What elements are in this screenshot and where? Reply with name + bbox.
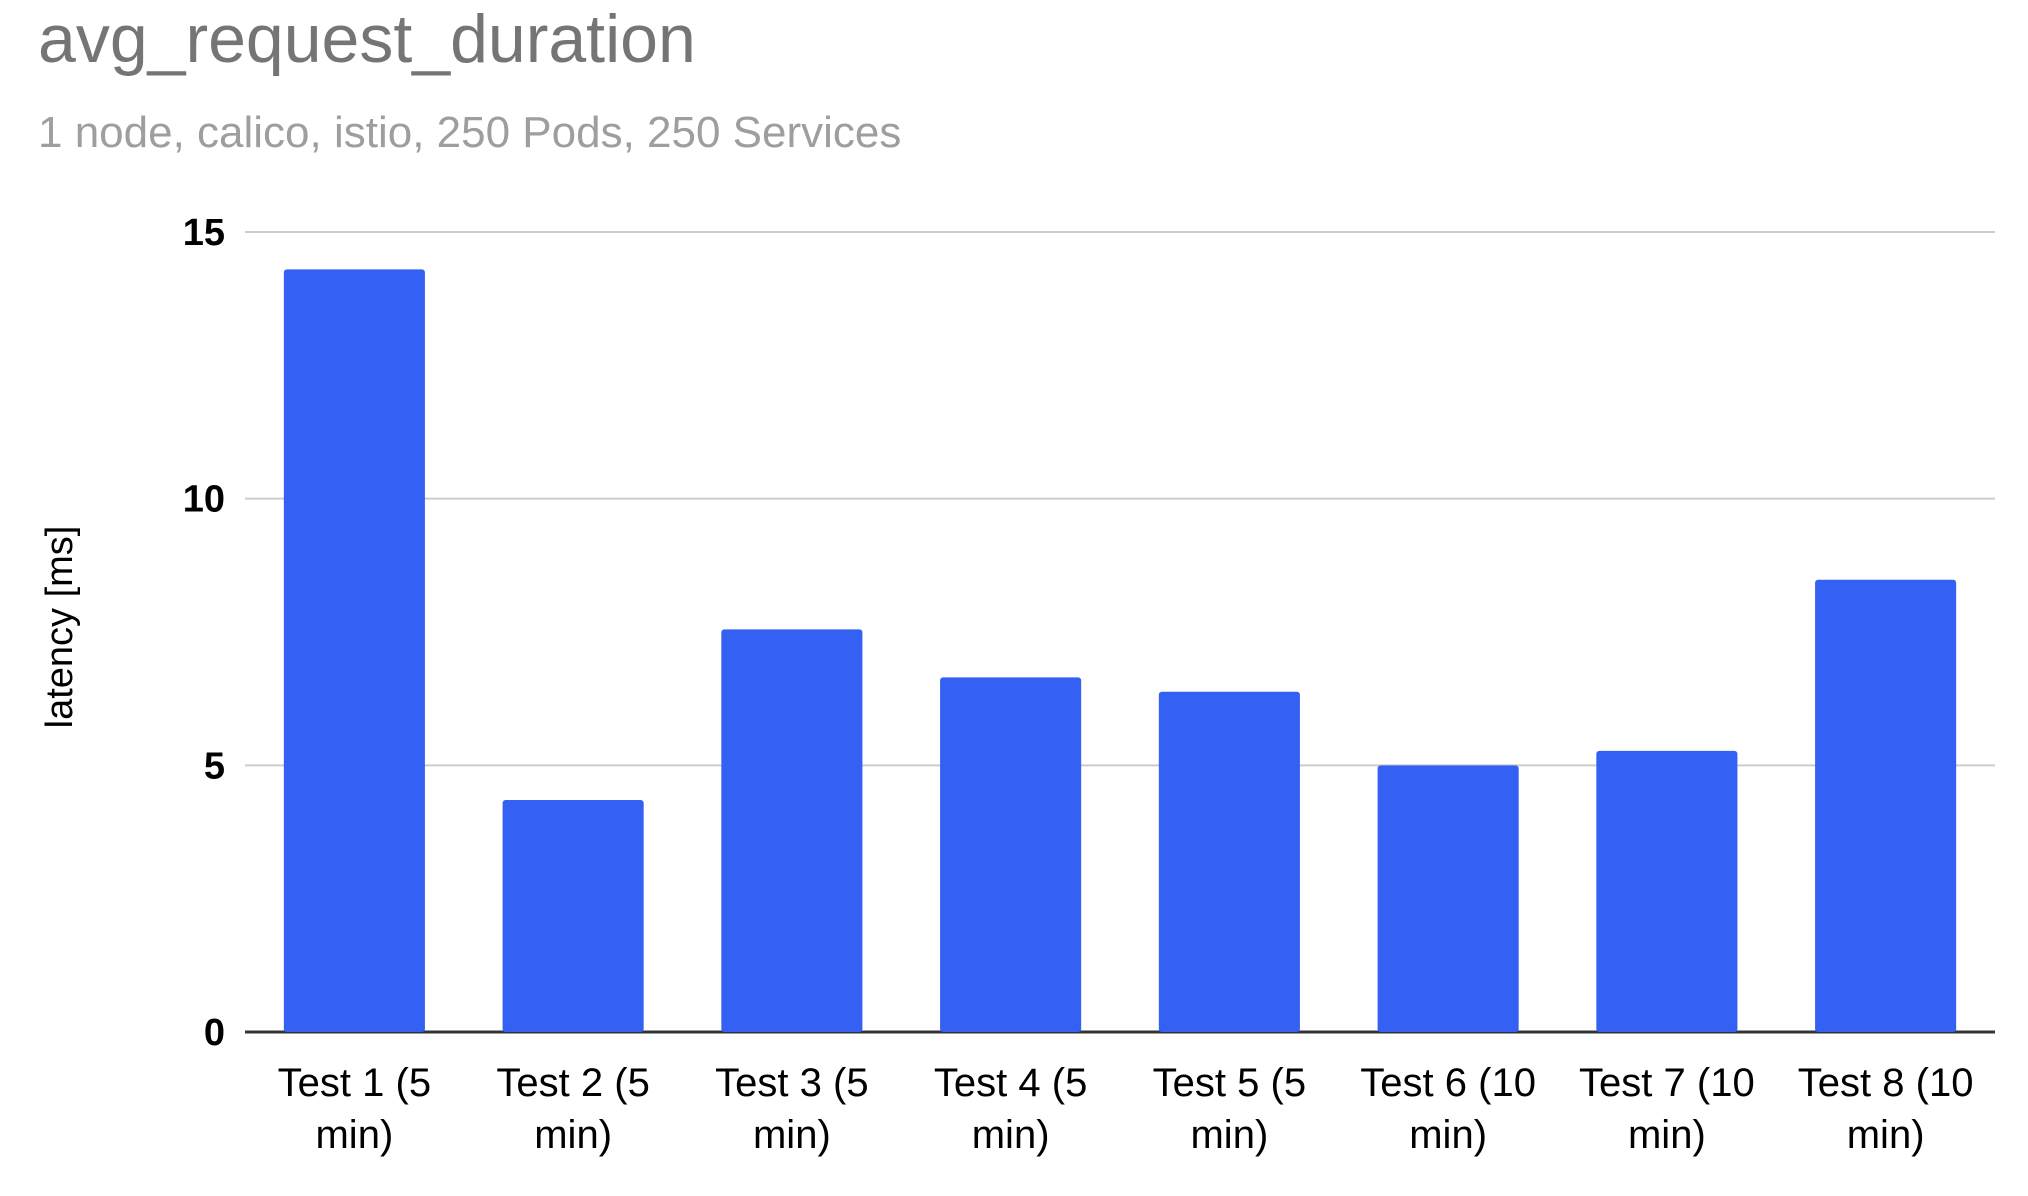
chart-subtitle: 1 node, calico, istio, 250 Pods, 250 Ser… [38,108,902,157]
x-tick-label: Test 3 (5 min) [715,1061,868,1157]
bar [502,800,644,1032]
bar [1158,691,1300,1032]
x-tick-label-line: min) [315,1113,393,1157]
y-axis-title: latency [ms] [39,526,81,729]
chart-title: avg_request_duration [38,1,696,77]
bar [283,269,425,1032]
x-tick-label: Test 4 (5 min) [934,1061,1087,1157]
x-tick-label: Test 7 (10 min) [1579,1061,1755,1157]
x-tick-label-line: Test 3 (5 [715,1061,868,1105]
x-tick-label-line: min) [1409,1113,1487,1157]
bar [1815,579,1957,1032]
y-tick-label: 0 [204,1012,225,1054]
x-tick-label-line: Test 1 (5 [278,1061,431,1105]
x-tick-label: Test 5 (5 min) [1153,1061,1306,1157]
y-tick-label: 10 [183,479,225,521]
bars [283,269,1957,1032]
x-tick-label-line: Test 7 (10 [1579,1061,1755,1105]
y-tick-label: 5 [204,745,225,787]
bar [1377,765,1519,1032]
x-tick-label-line: min) [534,1113,612,1157]
x-tick-label-line: Test 5 (5 [1153,1061,1306,1105]
y-axis-ticks: 0 5 10 15 [183,212,225,1054]
x-tick-label: Test 2 (5 min) [496,1061,649,1157]
x-tick-label-line: min) [1190,1113,1268,1157]
x-tick-label: Test 8 (10 min) [1798,1061,1974,1157]
x-tick-label: Test 6 (10 min) [1360,1061,1536,1157]
x-axis-labels: Test 1 (5 min)Test 2 (5 min)Test 3 (5 min)T… [278,1061,1974,1157]
x-tick-label-line: Test 8 (10 [1798,1061,1974,1105]
x-tick-label-line: min) [972,1113,1050,1157]
bar [940,677,1082,1032]
x-tick-label-line: Test 6 (10 [1360,1061,1536,1105]
x-tick-label-line: Test 2 (5 [496,1061,649,1105]
x-tick-label: Test 1 (5 min) [278,1061,431,1157]
x-tick-label-line: min) [753,1113,831,1157]
x-tick-label-line: min) [1847,1113,1925,1157]
y-tick-label: 15 [183,212,225,254]
bar [1596,750,1738,1032]
bar [721,629,863,1032]
x-tick-label-line: Test 4 (5 [934,1061,1087,1105]
x-tick-label-line: min) [1628,1113,1706,1157]
